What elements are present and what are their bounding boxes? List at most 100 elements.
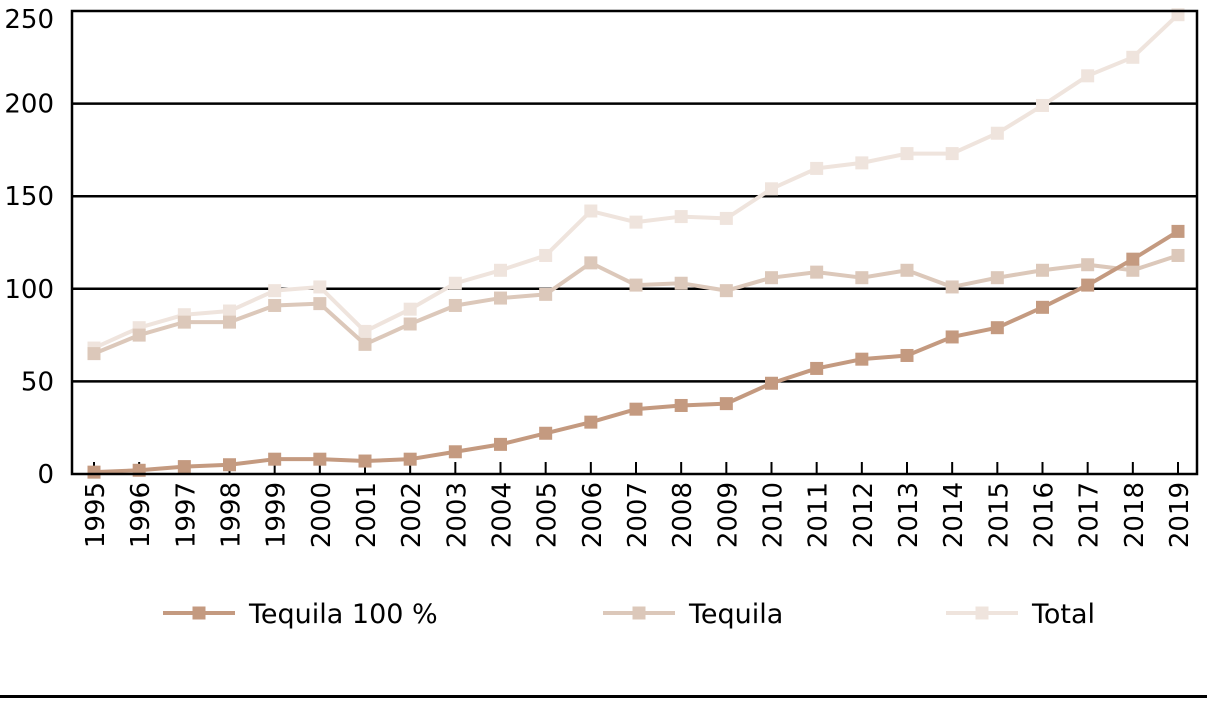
x-tick-label: 1996 bbox=[126, 482, 156, 548]
data-point bbox=[268, 298, 282, 312]
data-point bbox=[810, 265, 824, 279]
data-point bbox=[448, 445, 462, 459]
x-tick-label: 2007 bbox=[623, 482, 653, 548]
legend-swatch-marker bbox=[632, 606, 646, 620]
data-point bbox=[87, 465, 101, 479]
data-point bbox=[177, 315, 191, 329]
data-point bbox=[1081, 278, 1095, 292]
y-tick-label: 0 bbox=[37, 460, 54, 490]
legend-label: Total bbox=[1031, 599, 1095, 630]
data-point bbox=[1036, 98, 1049, 112]
data-point bbox=[810, 361, 824, 375]
data-point bbox=[403, 317, 417, 331]
legend-label: Tequila bbox=[688, 599, 783, 630]
x-tick-label: 2006 bbox=[578, 482, 608, 548]
series-tequila bbox=[87, 248, 1185, 361]
data-point bbox=[403, 452, 417, 466]
data-point bbox=[1081, 69, 1095, 83]
data-point bbox=[674, 398, 688, 412]
x-tick-label: 2008 bbox=[668, 482, 698, 548]
data-point bbox=[855, 352, 869, 366]
data-point bbox=[1036, 300, 1049, 314]
data-point bbox=[855, 271, 869, 285]
x-tick-label: 2000 bbox=[307, 482, 337, 548]
data-point bbox=[539, 426, 553, 440]
y-tick-label: 200 bbox=[4, 90, 54, 120]
data-point bbox=[177, 460, 191, 474]
data-point bbox=[945, 280, 959, 294]
x-tick-label: 2010 bbox=[759, 482, 789, 548]
data-point bbox=[1126, 50, 1140, 64]
data-point bbox=[268, 284, 282, 298]
x-axis-ticks: 1995 1996 1997 1998 1999 2000 2001 2002 2003 2004… bbox=[81, 462, 1195, 548]
data-point bbox=[945, 147, 959, 161]
y-tick-label: 150 bbox=[4, 182, 54, 212]
y-tick-label: 250 bbox=[4, 5, 54, 35]
data-point bbox=[900, 147, 914, 161]
legend-label: Tequila 100 % bbox=[248, 599, 438, 630]
data-point bbox=[448, 298, 462, 312]
data-point bbox=[900, 263, 914, 277]
series-layer bbox=[87, 8, 1185, 479]
data-point bbox=[223, 458, 236, 472]
x-tick-label: 2015 bbox=[984, 482, 1014, 548]
y-tick-label: 100 bbox=[4, 275, 54, 305]
y-axis-ticks: 0 50 100 150 200 250 bbox=[4, 5, 54, 490]
x-tick-label: 2013 bbox=[894, 482, 924, 548]
series-line bbox=[93, 229, 1180, 475]
data-point bbox=[403, 302, 417, 316]
data-point bbox=[719, 211, 733, 225]
series-tequila-100 bbox=[87, 224, 1185, 479]
x-tick-label: 1995 bbox=[81, 482, 111, 548]
data-point bbox=[223, 315, 236, 329]
series-line bbox=[93, 253, 1179, 356]
legend-swatch-marker bbox=[975, 606, 989, 620]
data-point bbox=[358, 454, 372, 468]
data-point bbox=[132, 328, 146, 342]
x-tick-label: 2018 bbox=[1120, 482, 1150, 548]
x-tick-label: 2011 bbox=[804, 482, 834, 548]
data-point bbox=[448, 276, 462, 290]
data-point bbox=[358, 337, 372, 351]
data-point bbox=[1171, 248, 1185, 262]
x-tick-label: 2012 bbox=[849, 482, 879, 548]
data-point bbox=[765, 271, 778, 285]
data-point bbox=[629, 278, 643, 292]
data-point bbox=[313, 452, 327, 466]
legend-item: Total bbox=[946, 599, 1095, 630]
data-point bbox=[268, 452, 282, 466]
data-point bbox=[494, 263, 507, 277]
y-tick-label: 50 bbox=[21, 367, 54, 397]
data-point bbox=[584, 204, 598, 218]
x-tick-label: 2003 bbox=[442, 482, 472, 548]
x-tick-label: 2014 bbox=[939, 482, 969, 548]
data-point bbox=[810, 161, 824, 175]
x-tick-label: 2002 bbox=[397, 482, 427, 548]
data-point bbox=[765, 376, 778, 390]
data-point bbox=[990, 271, 1004, 285]
legend-swatch-marker bbox=[192, 606, 206, 620]
data-point bbox=[1126, 252, 1140, 266]
series-line bbox=[93, 13, 1180, 350]
data-point bbox=[1036, 263, 1049, 277]
data-point bbox=[313, 297, 327, 311]
data-point bbox=[494, 437, 507, 451]
data-point bbox=[765, 182, 778, 196]
x-tick-label: 1999 bbox=[262, 482, 292, 548]
data-point bbox=[87, 347, 101, 361]
x-tick-label: 2016 bbox=[1030, 482, 1060, 548]
data-point bbox=[629, 215, 643, 229]
x-tick-label: 2005 bbox=[533, 482, 563, 548]
series-total bbox=[87, 8, 1185, 355]
data-point bbox=[900, 348, 914, 362]
x-tick-label: 2001 bbox=[352, 482, 382, 548]
data-point bbox=[1081, 258, 1095, 272]
data-point bbox=[719, 284, 733, 298]
data-point bbox=[539, 287, 553, 301]
data-point bbox=[945, 330, 959, 344]
data-point bbox=[494, 291, 507, 305]
grid-layer bbox=[72, 102, 1197, 383]
x-tick-label: 2017 bbox=[1075, 482, 1105, 548]
data-point bbox=[1171, 224, 1185, 238]
data-point bbox=[584, 256, 598, 270]
